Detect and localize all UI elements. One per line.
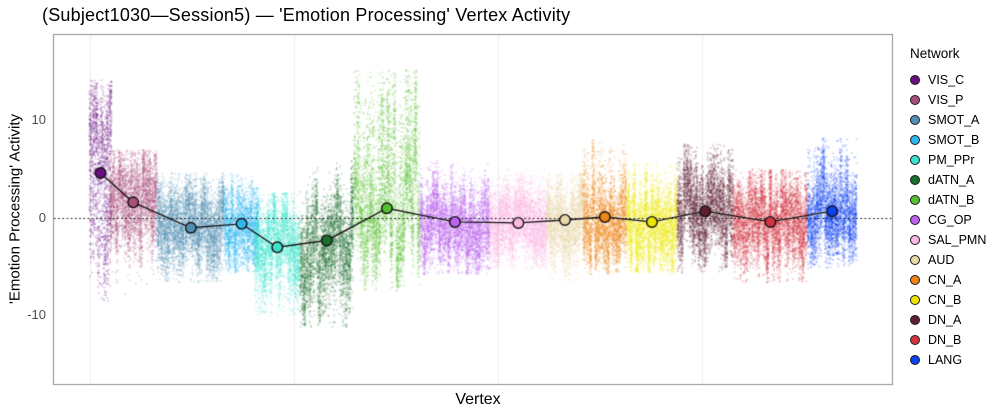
legend-label: dATN_A — [928, 173, 975, 187]
legend-item-smot-a: SMOT_A — [910, 110, 998, 130]
legend-item-lang: LANG — [910, 350, 998, 370]
legend-dot-icon — [910, 235, 920, 245]
legend-label: dATN_B — [928, 193, 975, 207]
legend-label: PM_PPr — [928, 153, 975, 167]
legend-dot-icon — [910, 115, 920, 125]
legend-label: VIS_C — [928, 73, 965, 87]
x-axis-title: Vertex — [455, 391, 501, 408]
legend-item-cn-a: CN_A — [910, 270, 998, 290]
legend-label: CG_OP — [928, 213, 972, 227]
legend-label: SAL_PMN — [928, 233, 987, 247]
legend-label: DN_A — [928, 313, 962, 327]
legend-dot-icon — [910, 75, 920, 85]
legend-dot-icon — [910, 315, 920, 325]
legend-dot-icon — [910, 175, 920, 185]
legend-item-sal-pmn: SAL_PMN — [910, 230, 998, 250]
legend-dot-icon — [910, 295, 920, 305]
legend-label: DN_B — [928, 333, 962, 347]
legend-item-vis-c: VIS_C — [910, 70, 998, 90]
legend-title: Network — [910, 46, 960, 61]
legend-item-dn-a: DN_A — [910, 310, 998, 330]
legend-dot-icon — [910, 195, 920, 205]
legend-dot-icon — [910, 275, 920, 285]
legend-dot-icon — [910, 155, 920, 165]
legend-item-pm-ppr: PM_PPr — [910, 150, 998, 170]
legend: Network VIS_C VIS_P SMOT_A SMOT_B PM_PPr… — [910, 46, 998, 370]
legend-item-cn-b: CN_B — [910, 290, 998, 310]
legend-label: VIS_P — [928, 93, 964, 107]
legend-label: SMOT_A — [928, 113, 980, 127]
legend-label: SMOT_B — [928, 133, 980, 147]
legend-item-vis-p: VIS_P — [910, 90, 998, 110]
legend-item-datn-b: dATN_B — [910, 190, 998, 210]
legend-item-aud: AUD — [910, 250, 998, 270]
legend-item-cg-op: CG_OP — [910, 210, 998, 230]
legend-dot-icon — [910, 95, 920, 105]
legend-label: LANG — [928, 353, 963, 367]
legend-dot-icon — [910, 135, 920, 145]
legend-dot-icon — [910, 215, 920, 225]
legend-label: CN_B — [928, 293, 962, 307]
legend-dot-icon — [910, 355, 920, 365]
legend-item-dn-b: DN_B — [910, 330, 998, 350]
legend-dot-icon — [910, 255, 920, 265]
legend-dot-icon — [910, 335, 920, 345]
legend-label: CN_A — [928, 273, 962, 287]
legend-label: AUD — [928, 253, 955, 267]
legend-item-smot-b: SMOT_B — [910, 130, 998, 150]
legend-item-datn-a: dATN_A — [910, 170, 998, 190]
